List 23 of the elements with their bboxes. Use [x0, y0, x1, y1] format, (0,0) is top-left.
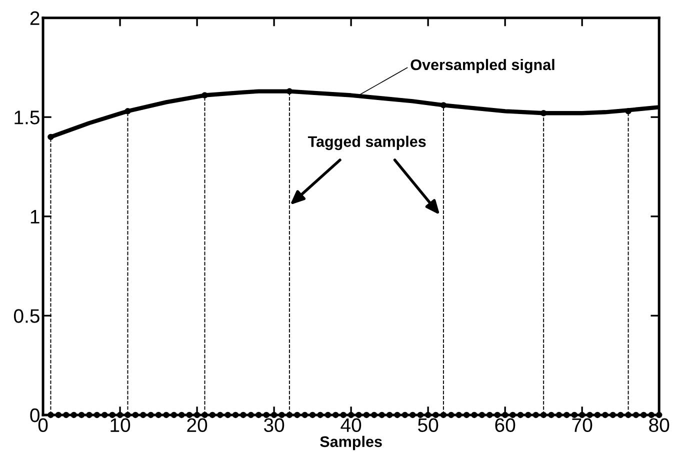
x-tick-label: 40	[340, 418, 362, 432]
x-tick-label: 20	[187, 418, 208, 432]
annotation: Tagged samples	[308, 136, 426, 150]
x-tick-label: 50	[418, 418, 438, 432]
point	[440, 102, 447, 108]
x-tick-label: 10	[110, 418, 130, 432]
y-tick-label: 1.5	[14, 110, 40, 124]
point	[625, 108, 632, 114]
y-tick-label: 0	[30, 408, 40, 422]
x-axis-title: Samples	[320, 436, 382, 450]
x-tick-label: 30	[264, 418, 284, 432]
point	[540, 110, 547, 116]
y-tick-label: 1	[30, 210, 40, 224]
x-tick-label: 60	[495, 418, 516, 432]
y-tick-label: 0.5	[14, 309, 40, 323]
x-tick-label: 70	[572, 418, 592, 432]
point	[202, 92, 208, 98]
x-tick-label: 80	[649, 418, 670, 432]
y-tick-label: 2	[30, 11, 40, 25]
point	[286, 88, 293, 94]
point	[48, 134, 54, 140]
annotation: Oversampled signal	[410, 58, 554, 74]
point	[124, 108, 131, 114]
